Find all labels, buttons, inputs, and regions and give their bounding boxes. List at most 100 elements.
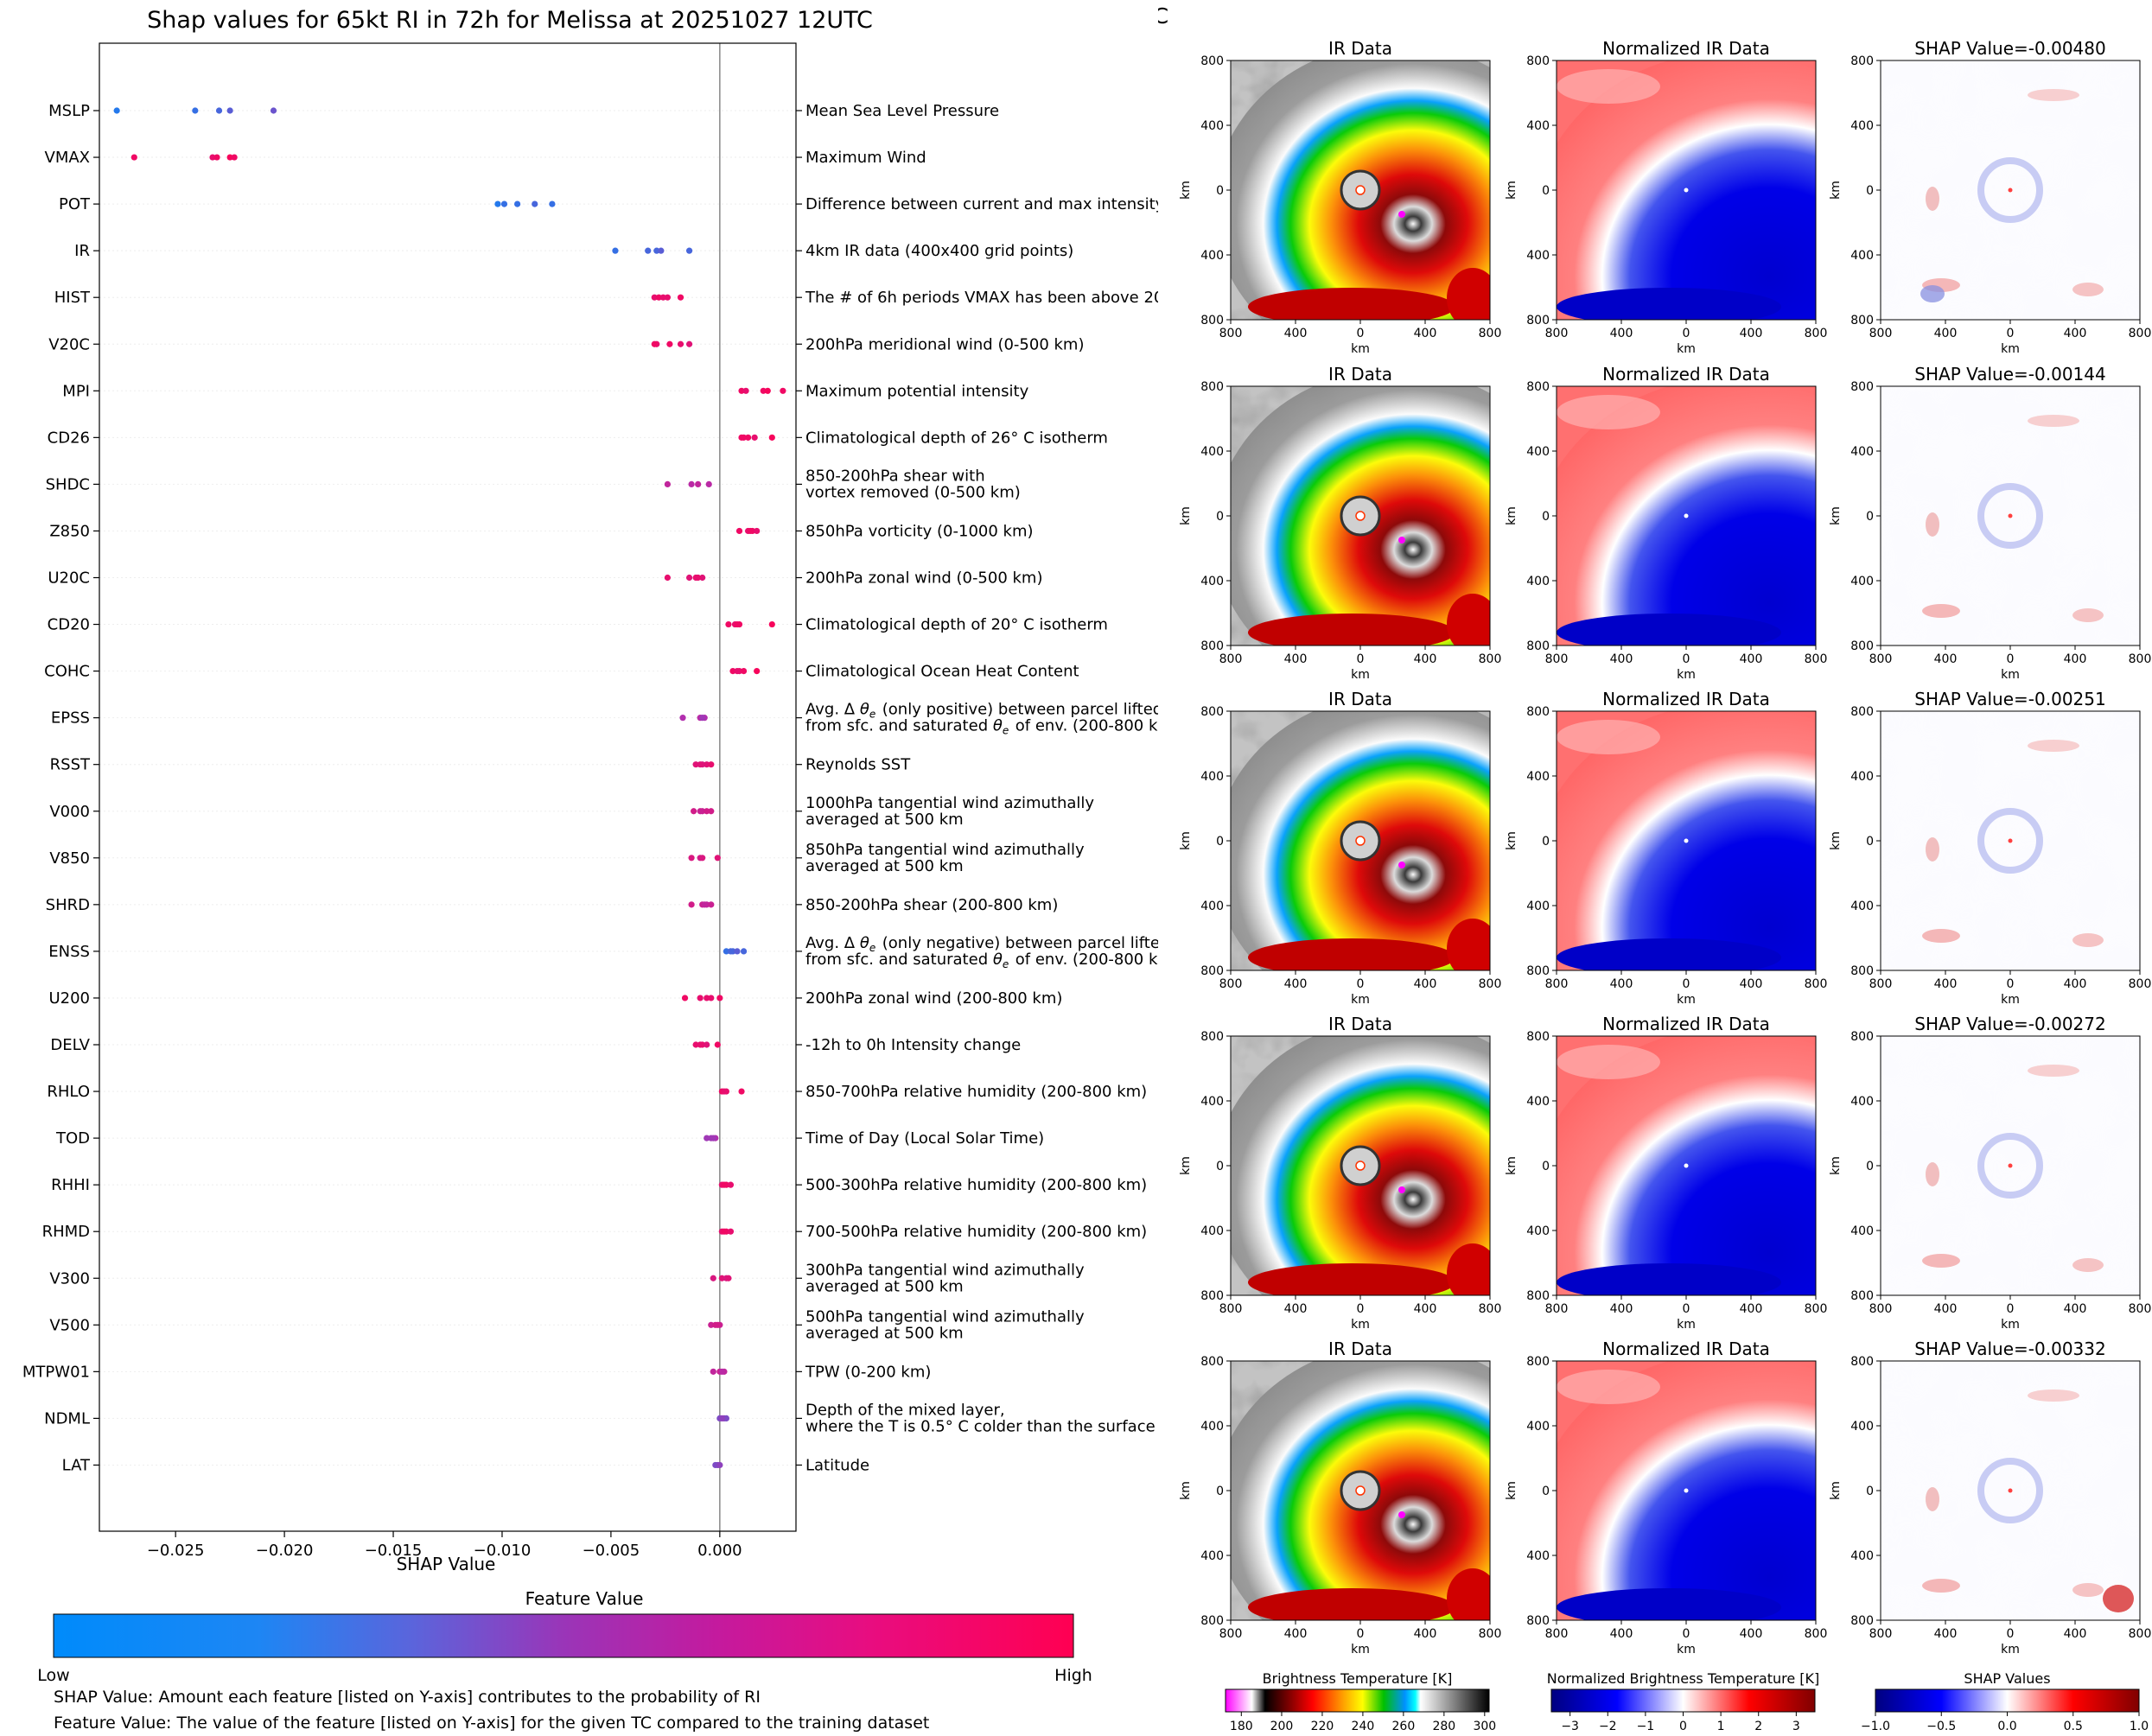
shap-point	[723, 948, 730, 955]
feature-description: Avg. Δ θe (only negative) between parcel…	[805, 934, 1158, 954]
colorbar-low-label: Low	[37, 1666, 69, 1685]
y-tick-label: 800	[1526, 380, 1550, 394]
feature-name: CD20	[48, 616, 90, 634]
normalized-panel-title: Normalized IR Data	[1602, 1339, 1770, 1359]
feature-description: averaged at 500 km	[805, 811, 964, 829]
x-axis-label: SHAP Value	[397, 1554, 496, 1574]
feature-description: 200hPa zonal wind (0-500 km)	[805, 569, 1043, 588]
x-axis-label: km	[2001, 993, 2020, 1007]
colorbar-tick-label: 0.0	[1997, 1720, 2016, 1733]
x-tick-label: 0	[1683, 1302, 1690, 1316]
x-tick-label: 800	[1219, 327, 1243, 340]
shap-blob	[2072, 608, 2104, 622]
shap-blob	[1926, 1487, 1939, 1511]
shap-point	[231, 154, 238, 161]
x-tick-label: 800	[1479, 1627, 1502, 1641]
x-tick-label: 800	[1805, 652, 1828, 666]
y-tick-label: 400	[1200, 900, 1224, 913]
y-tick-label: 0	[1542, 835, 1550, 849]
shap-blob	[2028, 740, 2079, 752]
feature-description: where the T is 0.5° C colder than the su…	[805, 1417, 1156, 1435]
shap-point	[664, 480, 671, 488]
feature-name: V500	[49, 1316, 90, 1334]
shap-point	[697, 808, 704, 815]
y-tick-label: 800	[1850, 314, 1874, 327]
normalized-wisp	[1557, 69, 1660, 104]
shap-blob	[2103, 1585, 2134, 1612]
colorbar-tick-label: −3	[1561, 1720, 1579, 1733]
shap-point	[681, 995, 689, 1002]
y-tick-label: 800	[1200, 1289, 1224, 1303]
ir-storm-spiral	[1231, 1361, 1490, 1620]
ir-panel-title: IR Data	[1328, 38, 1392, 59]
x-tick-label: 800	[1869, 1627, 1893, 1641]
shap-panel-title: SHAP Value=-0.00480	[1914, 38, 2105, 59]
shap-blob	[2072, 1258, 2104, 1272]
colorbar-title: Feature Value	[525, 1588, 644, 1609]
shap-point	[514, 200, 521, 207]
feature-description: averaged at 500 km	[805, 1277, 964, 1295]
x-tick-label: 400	[2064, 1627, 2087, 1641]
x-tick-label: 0	[2007, 977, 2015, 991]
x-tick-label: 400	[1740, 1302, 1763, 1316]
shap-point	[735, 527, 743, 535]
shap-point	[751, 434, 758, 441]
shap-ring	[1977, 808, 2043, 874]
y-axis-label: km	[1505, 831, 1518, 850]
y-tick-label: 0	[1542, 1485, 1550, 1498]
ir-data-image	[1231, 386, 1490, 645]
shap-value-image	[1881, 1361, 2140, 1620]
y-tick-label: 800	[1526, 1355, 1550, 1369]
colorbar-title: Brightness Temperature [K]	[1263, 1670, 1453, 1687]
feature-name: SHRD	[46, 896, 90, 914]
y-tick-label: 400	[1526, 575, 1550, 588]
x-tick-label: 0	[1683, 977, 1690, 991]
x-tick-label: −0.005	[583, 1542, 640, 1560]
normalized-ir-image	[1557, 1036, 1816, 1295]
x-tick-label: 400	[1284, 977, 1308, 991]
feature-name: EPSS	[51, 709, 90, 728]
shap-values-colorbar	[1875, 1688, 2140, 1713]
x-tick-label: 0	[2007, 652, 2015, 666]
x-tick-label: 800	[1479, 1302, 1502, 1316]
colorbar-tick-label: −0.5	[1926, 1720, 1956, 1733]
shap-point	[612, 247, 619, 254]
ir-eye	[1355, 511, 1366, 521]
normalized-eye	[1684, 1488, 1689, 1493]
y-tick-label: 0	[1542, 510, 1550, 524]
feature-name: V20C	[48, 335, 90, 353]
y-axis-label: km	[1829, 506, 1843, 525]
ir-panel-title: IR Data	[1328, 1339, 1392, 1359]
shap-blob	[2028, 1065, 2079, 1077]
y-tick-label: 400	[1526, 1420, 1550, 1434]
y-tick-label: 0	[1216, 835, 1224, 849]
colorbar-tick-label: 300	[1473, 1720, 1496, 1733]
y-axis-label: km	[1829, 1156, 1843, 1175]
shap-blob	[2072, 1583, 2104, 1597]
shap-point	[213, 154, 220, 161]
shap-point	[666, 340, 673, 347]
x-tick-label: 400	[2064, 1302, 2087, 1316]
normalized-panel-title: Normalized IR Data	[1602, 689, 1770, 709]
shap-blob	[1926, 512, 1939, 537]
colorbar-tick-label: 180	[1230, 1720, 1253, 1733]
x-axis-label: km	[1677, 342, 1696, 356]
y-tick-label: 400	[1526, 770, 1550, 784]
x-tick-label: 400	[1934, 327, 1958, 340]
shap-point	[718, 1368, 725, 1375]
y-tick-label: 800	[1200, 705, 1224, 719]
feature-description: Time of Day (Local Solar Time)	[805, 1129, 1044, 1148]
y-tick-label: 800	[1200, 380, 1224, 394]
ir-storm-spiral	[1231, 711, 1490, 970]
x-tick-label: 800	[1805, 977, 1828, 991]
x-tick-label: 800	[1219, 652, 1243, 666]
shap-panel-title: SHAP Value=-0.00272	[1914, 1014, 2105, 1034]
y-tick-label: 400	[1850, 1420, 1874, 1434]
x-axis-label: km	[1677, 1318, 1696, 1332]
ir-cold-top	[1398, 862, 1405, 868]
x-axis-label: km	[2001, 342, 2020, 356]
y-tick-label: 400	[1526, 900, 1550, 913]
shap-point	[704, 1041, 710, 1048]
shap-value-image	[1881, 60, 2140, 320]
shap-point	[697, 995, 704, 1002]
